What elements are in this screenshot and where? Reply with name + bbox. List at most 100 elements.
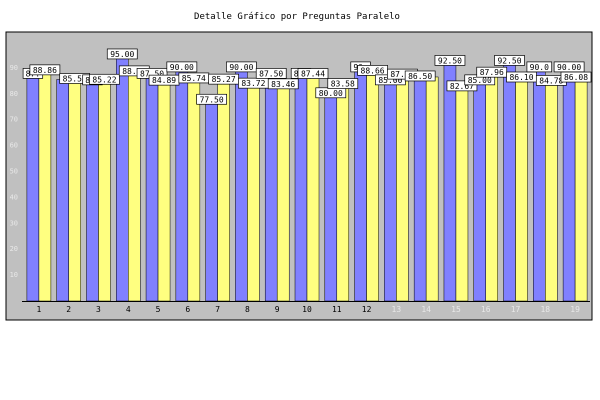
x-tick-label: 8 [245,305,250,314]
x-tick-label: 6 [185,305,190,314]
data-label-s1-4: 95.00 [110,50,134,59]
data-label-s2-19: 86.08 [564,73,588,82]
bar-s2-15 [455,86,469,302]
x-tick-label: 16 [481,305,491,314]
data-label-box [446,80,478,92]
x-tick-label: 14 [421,305,431,314]
bar-s2-1 [38,70,52,302]
data-label-s2-7: 85.27 [212,75,236,84]
bar-s1-5 [145,74,159,302]
bar-s1-3 [86,80,99,302]
bar-s1-2 [56,79,69,302]
data-label-s2-5: 84.89 [152,76,176,85]
x-tick-label: 10 [302,305,312,314]
bar-s1-6 [175,67,189,302]
bar-s2-18 [545,81,558,302]
data-label-s1-9: 87.50 [259,69,283,78]
y-tick-label: 50 [10,168,18,176]
y-tick-label: 30 [10,219,18,227]
data-label-s1-15: 92.50 [438,56,462,65]
x-tick-label: 15 [451,305,461,314]
data-label-box [267,78,299,90]
data-label-box [166,61,198,73]
bar-s1-4 [116,54,129,302]
bar-s2-5 [157,80,171,302]
y-tick-label: 80 [10,90,18,98]
x-tick-label: 4 [126,305,131,314]
bar-s2-10 [306,74,320,302]
data-label-box [297,68,329,79]
bar-s2-4 [128,71,141,302]
bar-s2-13 [396,74,409,302]
y-tick-label: 10 [10,271,18,279]
data-label-box [226,61,257,73]
bar-s1-19 [562,67,576,302]
data-label-box [560,71,592,83]
y-tick-label: 40 [10,193,18,201]
bar-s1-15 [443,61,457,302]
data-label-box [29,64,61,76]
bar-s1-8 [235,67,248,302]
data-label-s1-18: 90.0 [530,63,549,72]
data-label-s1-11: 80.00 [319,89,343,98]
x-tick-label: 9 [275,305,280,314]
data-label-s2-15: 82.67 [450,82,474,91]
data-label-box [494,55,525,66]
data-label-box [434,55,466,66]
data-label-box [255,68,287,79]
bar-s2-8 [247,83,260,302]
y-tick-label: 60 [10,142,18,150]
bar-s1-14 [413,76,427,302]
x-tick-label: 2 [66,305,71,314]
x-tick-label: 19 [570,305,580,314]
data-label-box [89,73,120,85]
data-label-box [404,70,436,82]
data-label-box [526,61,553,73]
y-tick-label: 20 [10,245,18,253]
data-label-s1-6: 90.00 [170,63,194,72]
bar-s2-17 [515,77,528,302]
bar-s2-3 [98,80,111,302]
x-tick-label: 1 [36,305,41,314]
data-label-s1-16: 85.00 [468,76,492,85]
data-label-s2-16: 87.96 [480,68,504,77]
chart-title: Detalle Gráfico por Preguntas Paralelo [194,12,400,22]
bar-s2-7 [217,79,230,302]
data-label-s2-18: 84.78 [539,76,563,85]
data-label-s2-9: 83.46 [271,80,295,89]
x-tick-label: 11 [332,305,342,314]
data-label-s2-4: 88.46 [122,67,146,76]
data-label-s1-13: 85.00 [378,76,402,85]
data-label-s2-13: 87.21 [390,70,414,79]
x-tick-label: 7 [215,305,220,314]
bar-s1-11 [324,93,338,302]
data-label-s1-5: 87.50 [140,69,164,78]
bar-s1-9 [264,74,278,302]
y-tick-label: 70 [10,116,18,124]
data-label-box [196,93,227,105]
data-label-s1-14: 86.50 [408,72,432,81]
x-tick-label: 17 [511,305,521,314]
bar-s1-10 [294,74,308,302]
data-label-s2-6: 85.74 [182,74,206,83]
bar-s2-12 [366,71,379,302]
x-tick-label: 18 [540,305,550,314]
bar-s2-9 [276,84,290,302]
bar-s1-1 [26,74,40,302]
data-label-s2-3: 85.22 [92,75,116,84]
data-label-s1-19: 90.00 [557,63,581,72]
bar-s1-16 [473,80,486,302]
bar-s2-19 [574,77,588,302]
data-label-s1-8: 90.00 [229,63,253,72]
bar-s1-13 [384,80,397,302]
x-tick-label: 3 [96,305,101,314]
data-label-box [106,48,138,60]
data-label-s1-7: 77.50 [200,95,224,104]
x-tick-label: 13 [392,305,402,314]
bar-s2-6 [187,78,201,302]
bar-s2-11 [336,84,350,302]
bar-s1-7 [205,100,218,302]
bar-s1-17 [503,61,516,302]
y-tick-label: 90 [10,64,18,72]
